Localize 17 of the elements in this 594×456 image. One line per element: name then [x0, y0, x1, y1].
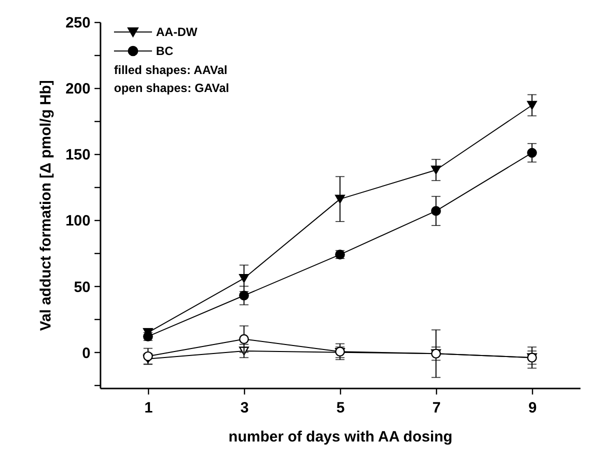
- x-tick-label: 5: [336, 400, 345, 416]
- x-tick-label: 9: [528, 400, 537, 416]
- y-tick-label: 250: [65, 14, 90, 32]
- y-tick-label: 0: [82, 344, 90, 362]
- legend-label: BC: [156, 44, 174, 58]
- x-tick-label: 1: [144, 400, 153, 416]
- legend-label: AA-DW: [156, 25, 198, 39]
- y-tick-label: 150: [65, 146, 90, 164]
- x-axis-title: number of days with AA dosing: [228, 428, 452, 446]
- y-tick-label: 50: [74, 278, 90, 296]
- x-tick-label: 3: [240, 400, 249, 416]
- x-tick-label: 7: [432, 400, 441, 416]
- y-axis-title: Val adduct formation [Δ pmol/g Hb]: [37, 80, 54, 331]
- annotation: filled shapes: AAVal: [114, 63, 228, 77]
- y-tick-label: 200: [65, 80, 90, 98]
- y-tick-label: 100: [65, 212, 90, 230]
- annotation: open shapes: GAVal: [114, 81, 230, 95]
